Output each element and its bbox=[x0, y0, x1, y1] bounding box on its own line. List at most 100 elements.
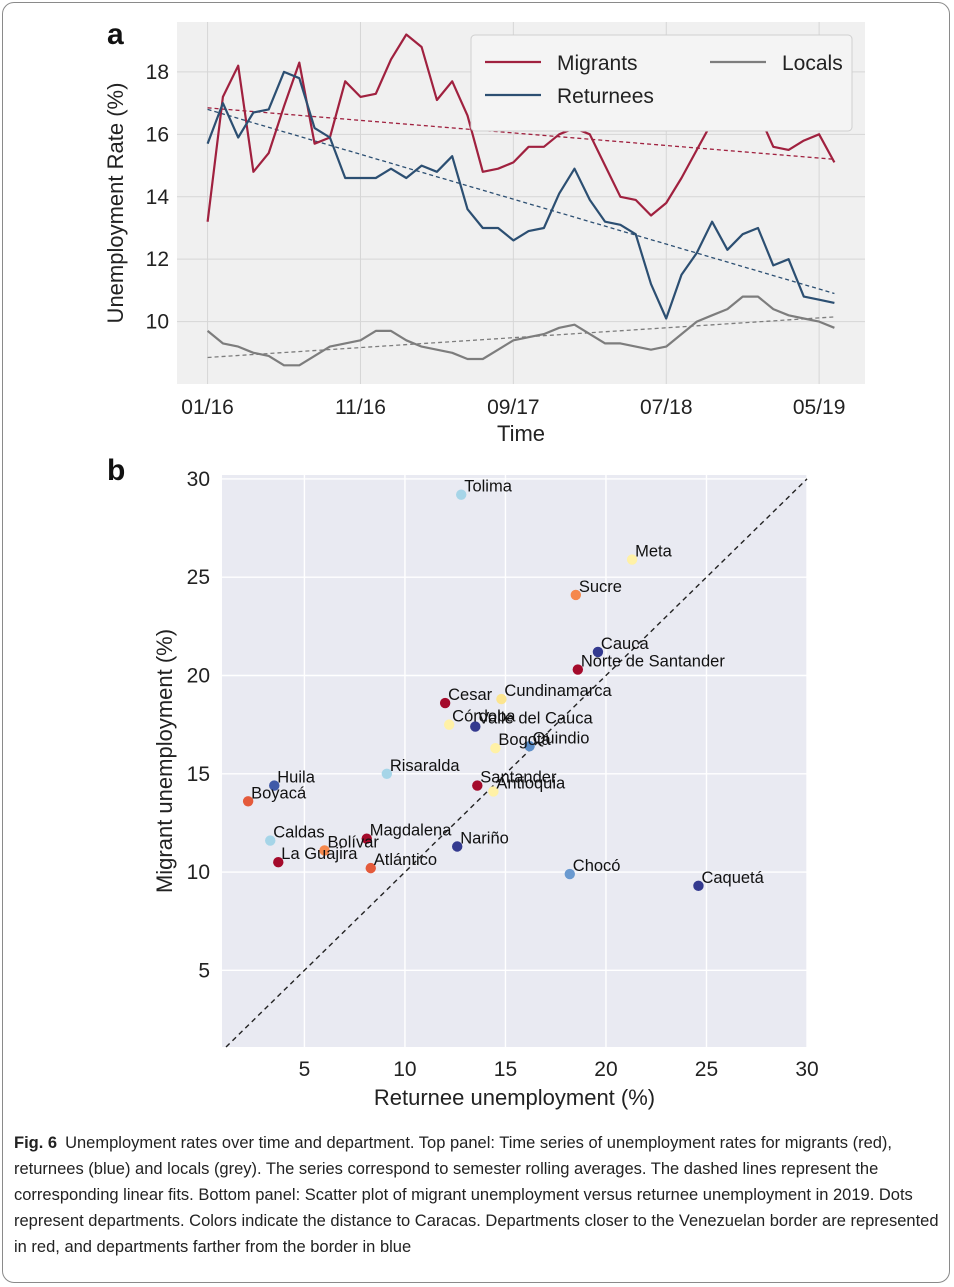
point-label-caldas: Caldas bbox=[273, 824, 324, 842]
series-line-locals bbox=[206, 295, 835, 367]
point-sucre bbox=[570, 589, 582, 601]
point-tolima bbox=[456, 489, 467, 500]
panel-a-x-tick-labels: 01/16 11/16 09/17 07/18 05/19 bbox=[181, 396, 845, 419]
panel-b-x-tick-label: 25 bbox=[695, 1058, 718, 1081]
point-label-magdalena: Magdalena bbox=[370, 822, 452, 840]
point-valle-del-cauca bbox=[470, 721, 481, 732]
point-risaralda bbox=[381, 768, 393, 779]
panel-b-label: b bbox=[107, 454, 125, 487]
panel-a-y-tick-label: 10 bbox=[146, 311, 169, 334]
point-label-cauca: Cauca bbox=[601, 635, 650, 653]
point-label-cundinamarca: Cundinamarca bbox=[504, 682, 612, 700]
panel-a-x-tick-label: 07/18 bbox=[640, 396, 693, 419]
series-line-returnees bbox=[206, 70, 835, 320]
panel-b-reference-diagonal bbox=[225, 478, 808, 1048]
panel-a-y-tick-label: 16 bbox=[146, 123, 169, 146]
panel-a-x-axis-label: Time bbox=[497, 421, 545, 446]
trend-line-returnees bbox=[207, 108, 835, 295]
panel-a-y-axis-label: Unemployment Rate (%) bbox=[103, 83, 128, 324]
point-choc- bbox=[564, 868, 575, 880]
panel-a-x-tick-label: 05/19 bbox=[793, 396, 846, 419]
panel-a-gridlines bbox=[177, 22, 865, 384]
point-antioquia bbox=[488, 786, 499, 797]
point-c-rdoba bbox=[443, 719, 455, 730]
caption-text: Unemployment rates over time and departm… bbox=[14, 1134, 939, 1256]
panel-b-x-tick-label: 5 bbox=[299, 1058, 311, 1081]
panel-a-legend: Migrants Returnees Locals bbox=[470, 34, 853, 132]
point-label-risaralda: Risaralda bbox=[390, 757, 461, 775]
point-label-santander: Santander bbox=[480, 769, 557, 787]
point-atl-ntico bbox=[365, 862, 376, 874]
panel-b-x-axis-label: Returnee unemployment (%) bbox=[374, 1085, 655, 1110]
panel-b-x-tick-label: 30 bbox=[795, 1058, 818, 1081]
point-label-sucre: Sucre bbox=[579, 578, 622, 596]
point-label-cesar: Cesar bbox=[448, 686, 493, 704]
panel-b-points bbox=[242, 489, 704, 892]
panel-a-y-tick-label: 18 bbox=[146, 61, 169, 84]
point-label-boyac-: Boyacá bbox=[251, 784, 307, 802]
panel-a-y-tick-label: 12 bbox=[146, 248, 169, 271]
point-caldas bbox=[265, 835, 276, 846]
panel-a-x-tick-label: 01/16 bbox=[181, 396, 234, 419]
point-huila bbox=[269, 780, 280, 791]
point-label-bogot-: Bogotá bbox=[498, 731, 551, 749]
point-bogot- bbox=[490, 743, 501, 754]
panel-b-x-tick-labels: 5 10 15 20 25 30 bbox=[299, 1058, 819, 1081]
point-label-nari-o: Nariño bbox=[460, 830, 509, 848]
panel-b-x-tick-label: 10 bbox=[393, 1058, 416, 1081]
panel-b-x-tick-label: 20 bbox=[594, 1058, 617, 1081]
panel-a-y-tick-label: 14 bbox=[146, 186, 170, 209]
panel-a-x-tick-label: 09/17 bbox=[487, 396, 540, 419]
legend-label-locals: Locals bbox=[782, 52, 843, 75]
point-magdalena bbox=[361, 833, 372, 844]
point-label-la-guajira: La Guajira bbox=[281, 845, 358, 863]
point-boyac- bbox=[242, 796, 254, 807]
point-cesar bbox=[439, 697, 451, 709]
point-label-tolima: Tolima bbox=[464, 478, 513, 496]
panel-b-y-tick-label: 20 bbox=[187, 664, 210, 687]
point-bol-var bbox=[319, 845, 330, 856]
panel-b-x-tick-label: 15 bbox=[494, 1058, 517, 1081]
panel-b-y-tick-labels: 5 10 15 20 25 30 bbox=[187, 468, 210, 982]
point-cauca bbox=[592, 646, 604, 658]
panel-b-plot-area bbox=[222, 475, 807, 1047]
point-label-antioquia: Antioquia bbox=[496, 774, 566, 792]
point-norte-de-santander bbox=[572, 664, 584, 675]
panel-b-gridlines bbox=[222, 475, 808, 1047]
legend-label-migrants: Migrants bbox=[557, 52, 638, 75]
panel-a-trend-lines bbox=[207, 107, 835, 359]
panel-a-x-tick-label: 11/16 bbox=[335, 396, 386, 419]
point-la-guajira bbox=[273, 857, 284, 868]
caption-figure-number: Fig. 6 bbox=[14, 1134, 58, 1152]
point-label-norte-de-santander: Norte de Santander bbox=[581, 653, 726, 671]
point-label-c-rdoba: Córdoba bbox=[452, 708, 516, 726]
panel-a-label: a bbox=[107, 18, 124, 51]
point-label-caquet-: Caquetá bbox=[701, 869, 764, 887]
point-label-atl-ntico: Atlántico bbox=[374, 851, 437, 869]
panel-a-y-tick-labels: 10 12 14 16 18 bbox=[146, 61, 170, 334]
point-label-bol-var: Bolívar bbox=[328, 833, 380, 851]
point-santander bbox=[472, 780, 483, 791]
point-cundinamarca bbox=[496, 693, 507, 705]
panel-b-y-axis-label: Migrant unemployment (%) bbox=[152, 629, 177, 893]
point-label-meta: Meta bbox=[635, 543, 673, 561]
panel-b-y-tick-label: 5 bbox=[198, 959, 210, 982]
panel-b-y-tick-label: 15 bbox=[187, 763, 210, 786]
point-caquet- bbox=[693, 880, 704, 892]
point-label-huila: Huila bbox=[277, 769, 315, 787]
panel-b-y-tick-label: 25 bbox=[187, 566, 210, 589]
point-nari-o bbox=[452, 841, 463, 852]
point-label-choc-: Chocó bbox=[573, 857, 621, 875]
point-label-quindio: Quindio bbox=[533, 729, 590, 747]
panel-b-y-tick-label: 30 bbox=[187, 468, 210, 491]
legend-box bbox=[470, 34, 853, 132]
panel-b-y-tick-label: 10 bbox=[187, 861, 210, 884]
legend-label-returnees: Returnees bbox=[557, 85, 654, 108]
point-meta bbox=[626, 554, 638, 565]
panel-a-line-chart: a 01/16 11/16 09/17 07/18 05/19 10 12 14 16 18 T… bbox=[103, 18, 865, 446]
point-quindio bbox=[524, 741, 535, 752]
point-label-valle-del-cauca: Valle del Cauca bbox=[478, 710, 593, 728]
